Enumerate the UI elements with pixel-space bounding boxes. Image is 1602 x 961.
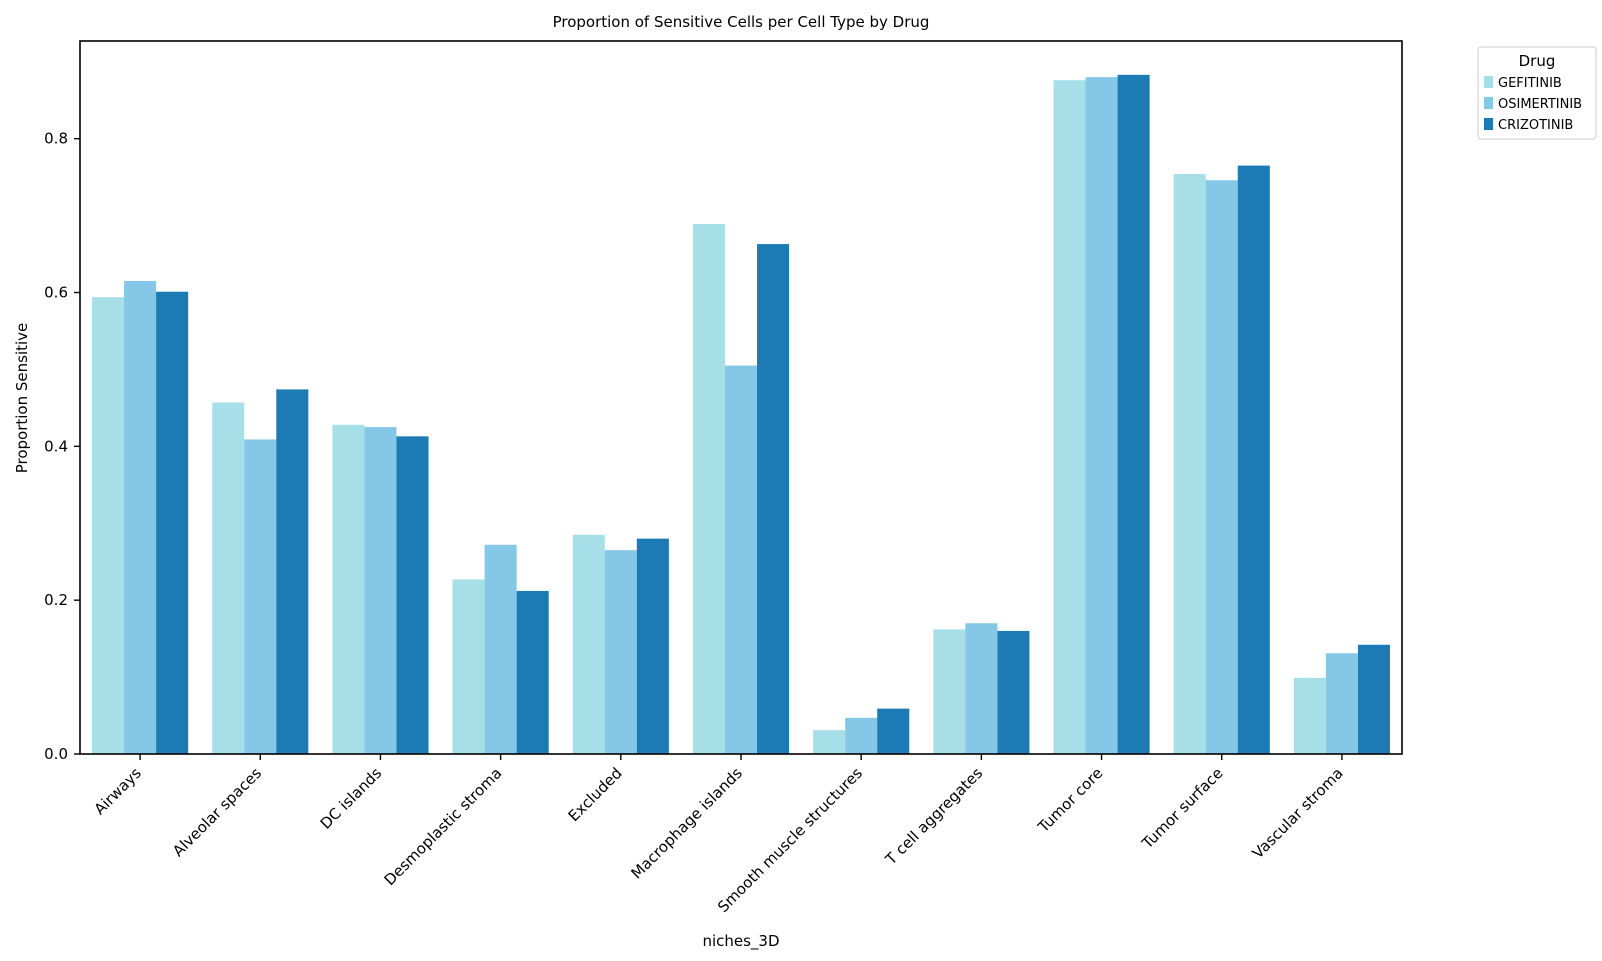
y-tick-label: 0.2 <box>44 591 68 609</box>
legend-label-gefitinib: GEFITINIB <box>1498 76 1562 91</box>
bar-gefitinib-3 <box>332 424 365 754</box>
x-tick-label: Vascular stroma <box>1249 764 1347 862</box>
bar-crizotinib-8 <box>997 630 1030 754</box>
bar-gefitinib-7 <box>813 730 846 754</box>
legend-box <box>1477 46 1597 140</box>
bar-crizotinib-3 <box>396 436 429 754</box>
bar-gefitinib-2 <box>212 402 245 754</box>
chart-title: Proportion of Sensitive Cells per Cell T… <box>553 13 930 31</box>
x-tick-label: DC islands <box>317 764 386 833</box>
bar-gefitinib-9 <box>1053 80 1086 755</box>
x-tick-label: Alveolar spaces <box>169 764 265 860</box>
x-tick-label: T cell aggregates <box>881 764 986 869</box>
y-axis: 0.0 0.2 0.4 0.6 0.8 <box>44 130 80 763</box>
x-tick-label: Tumor surface <box>1138 764 1227 853</box>
bar-crizotinib-1 <box>156 291 189 754</box>
bar-crizotinib-9 <box>1117 74 1150 755</box>
bar-gefitinib-1 <box>92 297 125 754</box>
y-tick-label: 0.6 <box>44 284 68 302</box>
x-tick-label: Desmoplastic stroma <box>381 764 506 889</box>
bar-osimertinib-10 <box>1205 180 1238 755</box>
bar-crizotinib-10 <box>1237 165 1270 755</box>
y-tick-label: 0.4 <box>44 437 68 455</box>
bar-osimertinib-8 <box>965 623 998 754</box>
bar-gefitinib-11 <box>1293 677 1326 754</box>
bar-osimertinib-9 <box>1085 77 1118 754</box>
y-tick-label: 0.0 <box>44 745 68 763</box>
legend-label-crizotinib: CRIZOTINIB <box>1498 118 1573 133</box>
bar-osimertinib-6 <box>724 365 758 754</box>
bar-crizotinib-11 <box>1357 644 1390 754</box>
bars-group <box>92 74 1390 755</box>
x-tick-label: Tumor core <box>1034 764 1107 837</box>
bar-osimertinib-3 <box>364 427 397 754</box>
bar-osimertinib-7 <box>845 717 878 754</box>
bar-osimertinib-2 <box>244 439 277 754</box>
legend-swatch-osimertinib <box>1484 97 1493 109</box>
bar-gefitinib-8 <box>933 629 966 754</box>
bar-gefitinib-6 <box>692 224 725 754</box>
x-tick-label: Excluded <box>565 764 626 825</box>
x-tick-label: Airways <box>91 764 145 818</box>
legend-title: Drug <box>1519 52 1556 70</box>
x-tick-label: Macrophage islands <box>628 764 746 882</box>
bar-gefitinib-10 <box>1173 174 1206 754</box>
bar-osimertinib-4 <box>484 544 517 754</box>
bar-osimertinib-1 <box>124 280 157 754</box>
bar-crizotinib-5 <box>636 538 669 754</box>
bar-osimertinib-11 <box>1325 653 1358 754</box>
bar-crizotinib-2 <box>276 389 309 754</box>
x-axis-label: niches_3D <box>702 932 779 951</box>
plot-frame <box>79 40 1403 755</box>
y-tick-label: 0.8 <box>44 130 68 148</box>
legend-swatch-crizotinib <box>1484 118 1493 130</box>
bar-crizotinib-6 <box>757 244 790 754</box>
legend-swatch-gefitinib <box>1484 76 1493 88</box>
bar-crizotinib-7 <box>877 708 910 754</box>
y-axis-label: Proportion Sensitive <box>13 323 31 474</box>
x-tick-label: Smooth muscle structures <box>714 764 866 916</box>
legend: Drug GEFITINIB OSIMERTINIB CRIZOTINIB <box>1477 46 1597 140</box>
bar-gefitinib-4 <box>452 579 485 754</box>
bar-crizotinib-4 <box>516 590 549 754</box>
bar-gefitinib-5 <box>572 534 605 754</box>
legend-label-osimertinib: OSIMERTINIB <box>1498 97 1582 112</box>
x-axis: Airways Alveolar spaces DC islandsDesmopla… <box>91 754 1347 916</box>
bar-osimertinib-5 <box>604 550 637 754</box>
